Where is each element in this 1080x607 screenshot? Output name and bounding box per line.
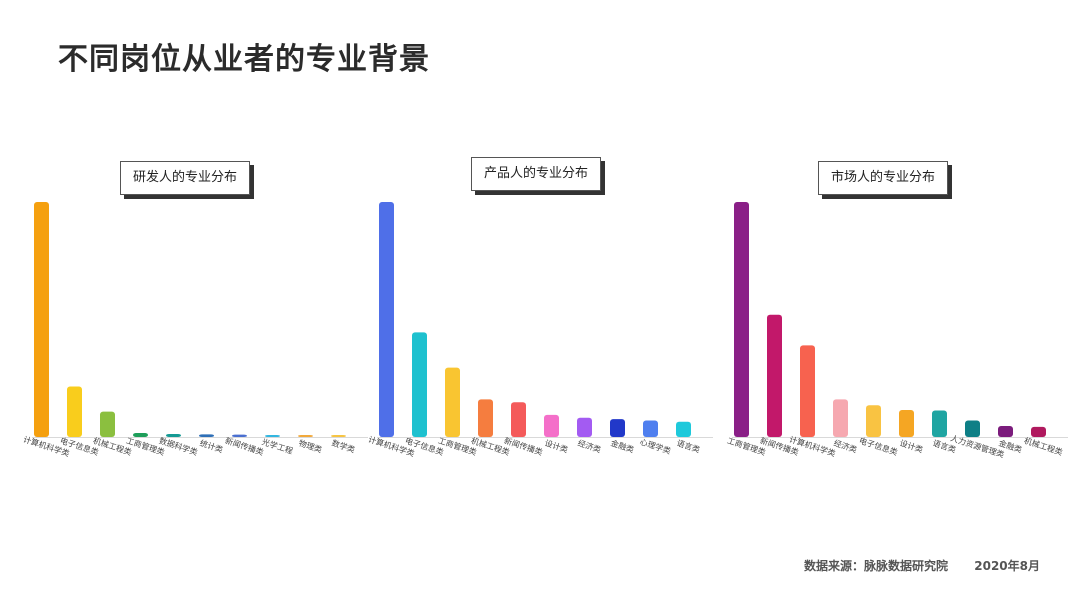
bar-3 — [800, 345, 815, 437]
bar-chart-product: 计算机科学类电子信息类工商管理类机械工程类新闻传播类 设计类 经济类 金融类 心理学类语… — [367, 202, 713, 458]
bar-9 — [298, 435, 313, 437]
x-tick-label: 新闻传播类 — [503, 435, 544, 457]
bar-1 — [379, 202, 394, 437]
x-tick-label: 数据科学类 — [158, 435, 199, 457]
bar-4 — [133, 433, 148, 437]
chart-product-majors: 产品人的专业分布 计算机科学类 电子信息类 工商管理类 机械工程类 新闻传播类 设计类 经济… — [367, 155, 722, 485]
bar-6 — [544, 414, 559, 437]
x-tick-label: 经济类 — [832, 438, 858, 455]
bar-1 — [34, 202, 49, 437]
x-tick-label: 电子信息类 — [858, 435, 899, 457]
x-tick-label: 机械工程类 — [1023, 435, 1064, 457]
bar-5 — [511, 402, 526, 437]
bar-2 — [767, 314, 782, 437]
bar-8 — [610, 419, 625, 437]
x-tick-label: 语言类 — [675, 438, 701, 455]
bar-2 — [412, 332, 427, 437]
bar-5 — [166, 433, 181, 437]
bar-9 — [643, 420, 658, 437]
chart-title-box: 产品人的专业分布 — [471, 157, 602, 191]
x-tick-label: 数学类 — [330, 438, 356, 455]
x-tick-label: 物理类 — [297, 438, 323, 455]
x-tick-label: 心理学类 — [639, 436, 673, 455]
bar-7 — [577, 417, 592, 437]
bar-7 — [932, 410, 947, 437]
x-tick-label: 设计类 — [898, 438, 924, 455]
source-text: 数据来源：脉脉数据研究院 — [804, 559, 949, 573]
bar-4 — [833, 399, 848, 437]
x-tick-label: 光学工程 — [261, 436, 295, 455]
x-tick-label: 新闻传播类 — [224, 435, 265, 457]
source-note: 数据来源：脉脉数据研究院 2020年8月 — [804, 557, 1040, 574]
bar-9 — [998, 425, 1013, 437]
x-tick-label: 设计类 — [543, 438, 569, 455]
bar-3 — [445, 367, 460, 437]
bar-1 — [734, 202, 749, 437]
bar-5 — [866, 405, 881, 437]
bar-6 — [199, 434, 214, 437]
bar-8 — [965, 420, 980, 437]
chart-title-box: 市场人的专业分布 — [818, 161, 949, 195]
bar-3 — [100, 411, 115, 437]
bar-10 — [331, 435, 346, 437]
chart-rd-majors: 研发人的专业分布 计算机科学类 电子信息类 机械工程类 工商管理类 数据科学类 统计类 新闻… — [22, 155, 377, 485]
page-title: 不同岗位从业者的专业背景 — [58, 42, 430, 77]
x-tick-label: 经济类 — [576, 438, 602, 455]
bar-10 — [676, 421, 691, 437]
bar-6 — [899, 409, 914, 437]
bar-10 — [1031, 426, 1046, 437]
chart-marketing-majors: 市场人的专业分布 工商管理类 新闻传播类 计算机科学类 经济类 电子信息类 设计类 语言类人… — [726, 155, 1077, 485]
bar-2 — [67, 386, 82, 437]
x-tick-label: 金融类 — [609, 438, 635, 455]
x-tick-label: 统计类 — [198, 438, 224, 455]
bar-7 — [232, 434, 247, 437]
chart-title-box: 研发人的专业分布 — [120, 161, 251, 195]
bar-4 — [478, 399, 493, 437]
bar-8 — [265, 435, 280, 437]
date-text: 2020年8月 — [974, 559, 1040, 573]
